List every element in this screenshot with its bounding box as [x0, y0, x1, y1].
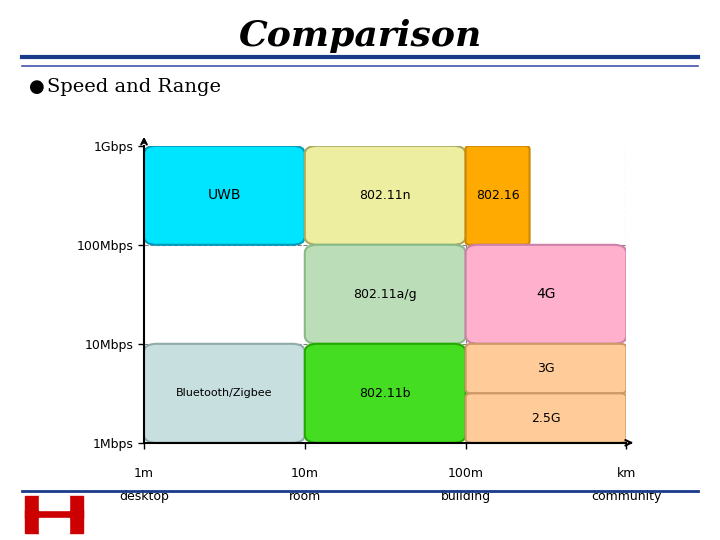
Text: 802.16: 802.16	[476, 189, 519, 202]
Bar	[69, 496, 84, 532]
FancyBboxPatch shape	[305, 344, 466, 443]
Text: 802.11b: 802.11b	[359, 387, 411, 400]
Text: 802.11n: 802.11n	[359, 189, 411, 202]
Text: 3G: 3G	[537, 362, 555, 375]
FancyBboxPatch shape	[466, 245, 626, 344]
Text: room: room	[289, 490, 321, 503]
Bar	[39, 496, 69, 510]
FancyBboxPatch shape	[466, 393, 626, 443]
Bar	[24, 496, 39, 532]
Text: building: building	[441, 490, 490, 503]
Text: ●: ●	[29, 78, 45, 96]
Text: Speed and Range: Speed and Range	[47, 78, 221, 96]
Text: 2.5G: 2.5G	[531, 411, 561, 424]
FancyBboxPatch shape	[144, 146, 305, 245]
Text: 4G: 4G	[536, 287, 556, 301]
Text: Bluetooth/Zigbee: Bluetooth/Zigbee	[176, 388, 273, 399]
Text: 100m: 100m	[448, 467, 484, 480]
Text: 802.11a/g: 802.11a/g	[354, 288, 417, 301]
Text: 10m: 10m	[291, 467, 319, 480]
Text: 1m: 1m	[134, 467, 154, 480]
Bar	[24, 510, 84, 518]
Bar	[39, 518, 69, 532]
FancyBboxPatch shape	[305, 146, 466, 245]
FancyBboxPatch shape	[466, 146, 530, 245]
FancyBboxPatch shape	[144, 344, 305, 443]
Text: UWB: UWB	[207, 188, 241, 202]
Text: desktop: desktop	[119, 490, 169, 503]
FancyBboxPatch shape	[466, 344, 626, 393]
Text: Comparison: Comparison	[238, 19, 482, 53]
Text: community: community	[591, 490, 662, 503]
FancyBboxPatch shape	[305, 245, 466, 344]
Text: km: km	[617, 467, 636, 480]
